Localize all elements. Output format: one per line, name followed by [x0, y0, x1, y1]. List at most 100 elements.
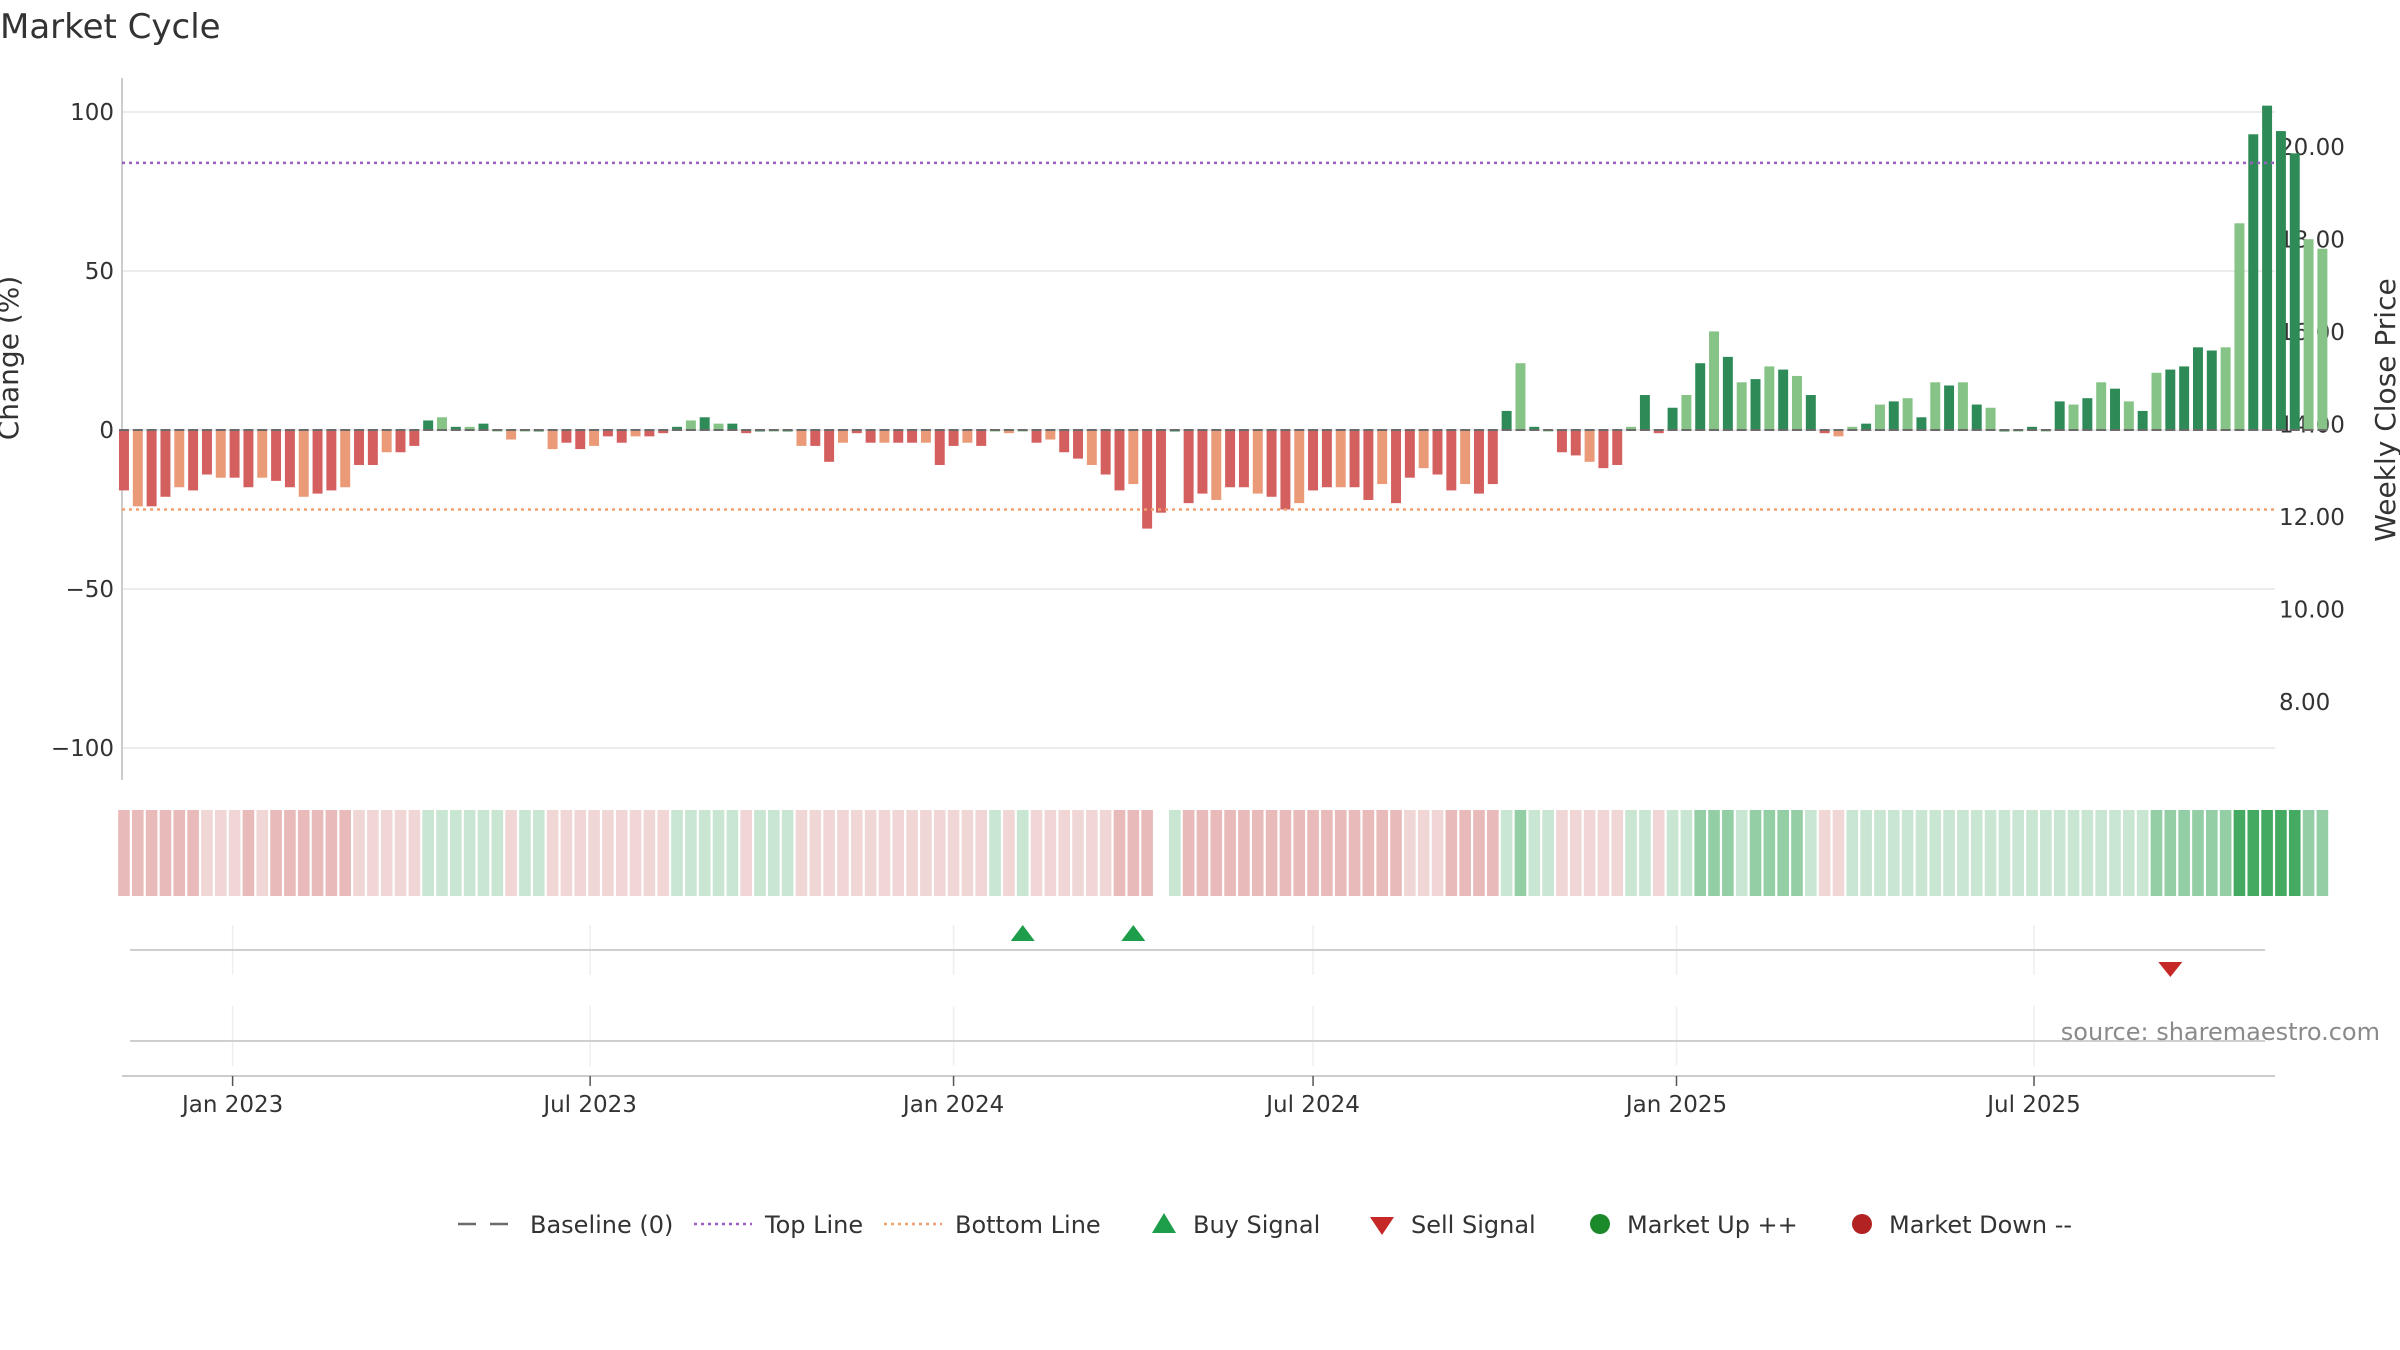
heatmap-cell: [1708, 810, 1720, 896]
heatmap-cell: [1293, 810, 1306, 896]
bar: [1404, 430, 1415, 478]
legend-label: Sell Signal: [1411, 1211, 1536, 1239]
bar: [1197, 430, 1208, 494]
bar: [1861, 423, 1872, 430]
heatmap-cell: [1722, 810, 1734, 896]
heatmap-cell: [560, 810, 573, 896]
heatmap-cell: [2192, 810, 2204, 896]
sell-signal-marker: [2158, 962, 2183, 977]
bar: [1957, 382, 1968, 430]
bar: [1916, 417, 1927, 430]
x-tick-label: Jan 2023: [180, 1092, 283, 1118]
heatmap-cell: [685, 810, 697, 896]
bar: [2110, 388, 2120, 430]
heatmap-cell: [256, 810, 269, 896]
bar: [1805, 395, 1816, 430]
bar: [1474, 430, 1484, 494]
heatmap-cell: [1307, 810, 1319, 896]
bar: [1142, 430, 1153, 529]
bar: [1833, 430, 1844, 437]
bar: [1252, 430, 1263, 494]
bar: [1363, 430, 1374, 500]
heatmap-strip: [118, 810, 2329, 896]
heatmap-cell: [159, 810, 172, 896]
heatmap-cell: [878, 810, 891, 896]
heatmap-cell: [1569, 810, 1582, 896]
bar: [1114, 430, 1125, 491]
bar: [1902, 398, 1913, 430]
bar: [1335, 430, 1346, 488]
heatmap-cell: [367, 810, 379, 896]
heatmap-cell: [2233, 810, 2246, 896]
y2-axis-title: Weekly Close Price: [2369, 278, 2400, 541]
x-axis: Jan 2023 Jul 2023 Jan 2024 Jul 2024 Jan 2025…: [180, 1076, 2081, 1118]
bar: [1529, 426, 1540, 430]
heatmap-cell: [989, 810, 1001, 896]
heatmap-cell: [1625, 810, 1637, 896]
bar: [1391, 430, 1402, 504]
heatmap-cell: [1832, 810, 1845, 896]
heatmap-cell: [450, 810, 462, 896]
heatmap-cell: [2026, 810, 2038, 896]
bar: [1045, 430, 1056, 440]
heatmap-cell: [754, 810, 766, 896]
bar: [367, 430, 378, 465]
heatmap-cell: [1362, 810, 1375, 896]
bar: [423, 420, 434, 430]
heatmap-cell: [1099, 810, 1112, 896]
heatmap-cell: [394, 810, 407, 896]
legend-item: Bottom Line: [884, 1211, 1101, 1239]
bar: [575, 430, 586, 450]
bar: [1073, 430, 1083, 459]
heatmap-cell: [339, 810, 352, 896]
heatmap-cell: [864, 810, 877, 896]
heatmap-cell: [1998, 810, 2011, 896]
heatmap-cell: [1639, 810, 1651, 896]
chart-title: Market Cycle: [0, 7, 221, 47]
bar: [561, 430, 572, 443]
heatmap-cell: [1666, 810, 1679, 896]
heatmap-cell: [1224, 810, 1236, 896]
heatmap-cell: [795, 810, 808, 896]
heatmap-cell: [1168, 810, 1181, 896]
bar: [907, 430, 918, 443]
heatmap-cell: [284, 810, 296, 896]
buy-signal-marker: [1121, 925, 1146, 941]
bar: [1653, 430, 1664, 434]
bar: [1722, 356, 1733, 430]
heatmap-cell: [1791, 810, 1803, 896]
bar: [920, 430, 931, 443]
heatmap-cell: [1210, 810, 1223, 896]
heatmap-cell: [1279, 810, 1292, 896]
heatmap-cell: [477, 810, 490, 896]
bar: [2289, 153, 2300, 430]
bar: [340, 430, 351, 488]
bar: [271, 430, 282, 481]
legend-item: Market Up ++: [1590, 1211, 1798, 1239]
bar: [1639, 395, 1650, 430]
bar: [976, 430, 987, 446]
legend-label: Buy Signal: [1193, 1211, 1320, 1239]
heatmap-cell: [588, 810, 600, 896]
bar: [1155, 430, 1166, 513]
bar: [934, 430, 945, 465]
x-tick-label: Jan 2024: [901, 1092, 1004, 1118]
bar: [2248, 134, 2259, 430]
bar: [1308, 430, 1319, 491]
heatmap-cell: [1901, 810, 1914, 896]
grid-lines: [122, 111, 2275, 1066]
heatmap-cell: [643, 810, 656, 896]
legend-label: Top Line: [764, 1211, 863, 1239]
heatmap-cell: [933, 810, 946, 896]
heatmap-cell: [1265, 810, 1278, 896]
heatmap-cell: [1846, 810, 1859, 896]
bar: [409, 430, 420, 446]
heatmap-cell: [1694, 810, 1707, 896]
heatmap-cell: [2261, 810, 2273, 896]
y-tick-label: −50: [65, 577, 114, 603]
bar: [2165, 369, 2176, 430]
heatmap-cell: [768, 810, 780, 896]
bar: [1349, 430, 1360, 488]
bar: [381, 430, 392, 453]
heatmap-cell: [2302, 810, 2315, 896]
